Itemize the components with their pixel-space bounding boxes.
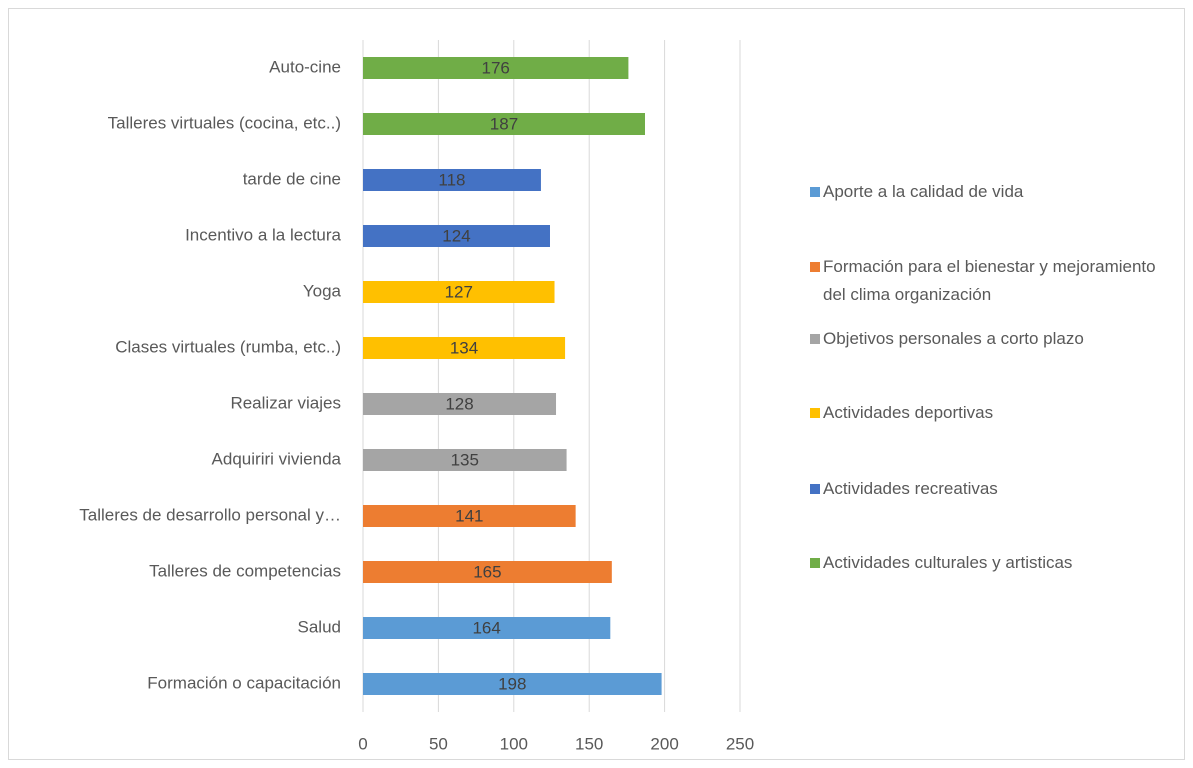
y-tick-label: Clases virtuales (rumba, etc..) (115, 337, 341, 356)
data-label: 128 (445, 394, 473, 413)
legend-label: Actividades culturales y artisticas (823, 553, 1073, 572)
data-label: 198 (498, 674, 526, 693)
legend-label: Actividades recreativas (823, 479, 998, 498)
bar (363, 337, 566, 359)
x-tick-label: 100 (500, 734, 528, 753)
bar (363, 169, 541, 191)
bar (363, 449, 567, 471)
legend-label: Objetivos personales a corto plazo (823, 329, 1084, 348)
x-tick-label: 200 (650, 734, 678, 753)
bar (363, 673, 662, 695)
bar (363, 617, 611, 639)
x-tick-label: 150 (575, 734, 603, 753)
data-label: 165 (473, 562, 501, 581)
y-tick-label: Auto-cine (269, 57, 341, 76)
bar (363, 561, 612, 583)
data-label: 164 (472, 618, 500, 637)
bar (363, 113, 645, 135)
legend-item: Objetivos personales a corto plazo (810, 325, 1180, 353)
data-label: 118 (438, 170, 465, 189)
legend-swatch (810, 484, 820, 494)
data-label: 135 (451, 450, 479, 469)
data-label: 141 (455, 506, 483, 525)
y-tick-label: Realizar viajes (230, 393, 341, 412)
y-tick-label: Talleres de desarrollo personal y… (79, 505, 341, 524)
y-tick-label: Salud (298, 617, 341, 636)
legend-label: Actividades deportivas (823, 403, 994, 422)
y-tick-label: Talleres virtuales (cocina, etc..) (108, 113, 341, 132)
legend-label: Formación para el bienestar y mejoramien… (823, 257, 1156, 304)
data-label: 127 (445, 282, 473, 301)
legend-item: Actividades deportivas (810, 399, 1180, 427)
y-tick-label: Adquiriri vivienda (212, 449, 342, 468)
data-label: 124 (442, 226, 470, 245)
y-tick-label: Formación o capacitación (147, 673, 341, 692)
bar (363, 393, 557, 415)
bar (363, 281, 555, 303)
legend-item: Aporte a la calidad de vida (810, 178, 1180, 206)
legend-item: Actividades recreativas (810, 475, 1180, 503)
bar (363, 57, 629, 79)
bar (363, 505, 576, 527)
x-tick-label: 50 (429, 734, 448, 753)
data-label: 176 (482, 58, 510, 77)
legend-swatch (810, 408, 820, 418)
legend-swatch (810, 262, 820, 272)
legend-item: Actividades culturales y artisticas (810, 549, 1180, 577)
x-tick-label: 250 (726, 734, 754, 753)
legend-swatch (810, 334, 820, 344)
y-tick-label: tarde de cine (243, 169, 341, 188)
legend-item: Formación para el bienestar y mejoramien… (810, 253, 1180, 309)
data-label: 134 (450, 338, 478, 357)
legend-label: Aporte a la calidad de vida (823, 182, 1024, 201)
y-tick-label: Talleres de competencias (149, 561, 341, 580)
x-tick-label: 0 (358, 734, 367, 753)
y-tick-label: Incentivo a la lectura (185, 225, 341, 244)
y-tick-label: Yoga (303, 281, 342, 300)
data-label: 187 (490, 114, 518, 133)
bar (363, 225, 550, 247)
legend-swatch (810, 558, 820, 568)
legend-swatch (810, 187, 820, 197)
